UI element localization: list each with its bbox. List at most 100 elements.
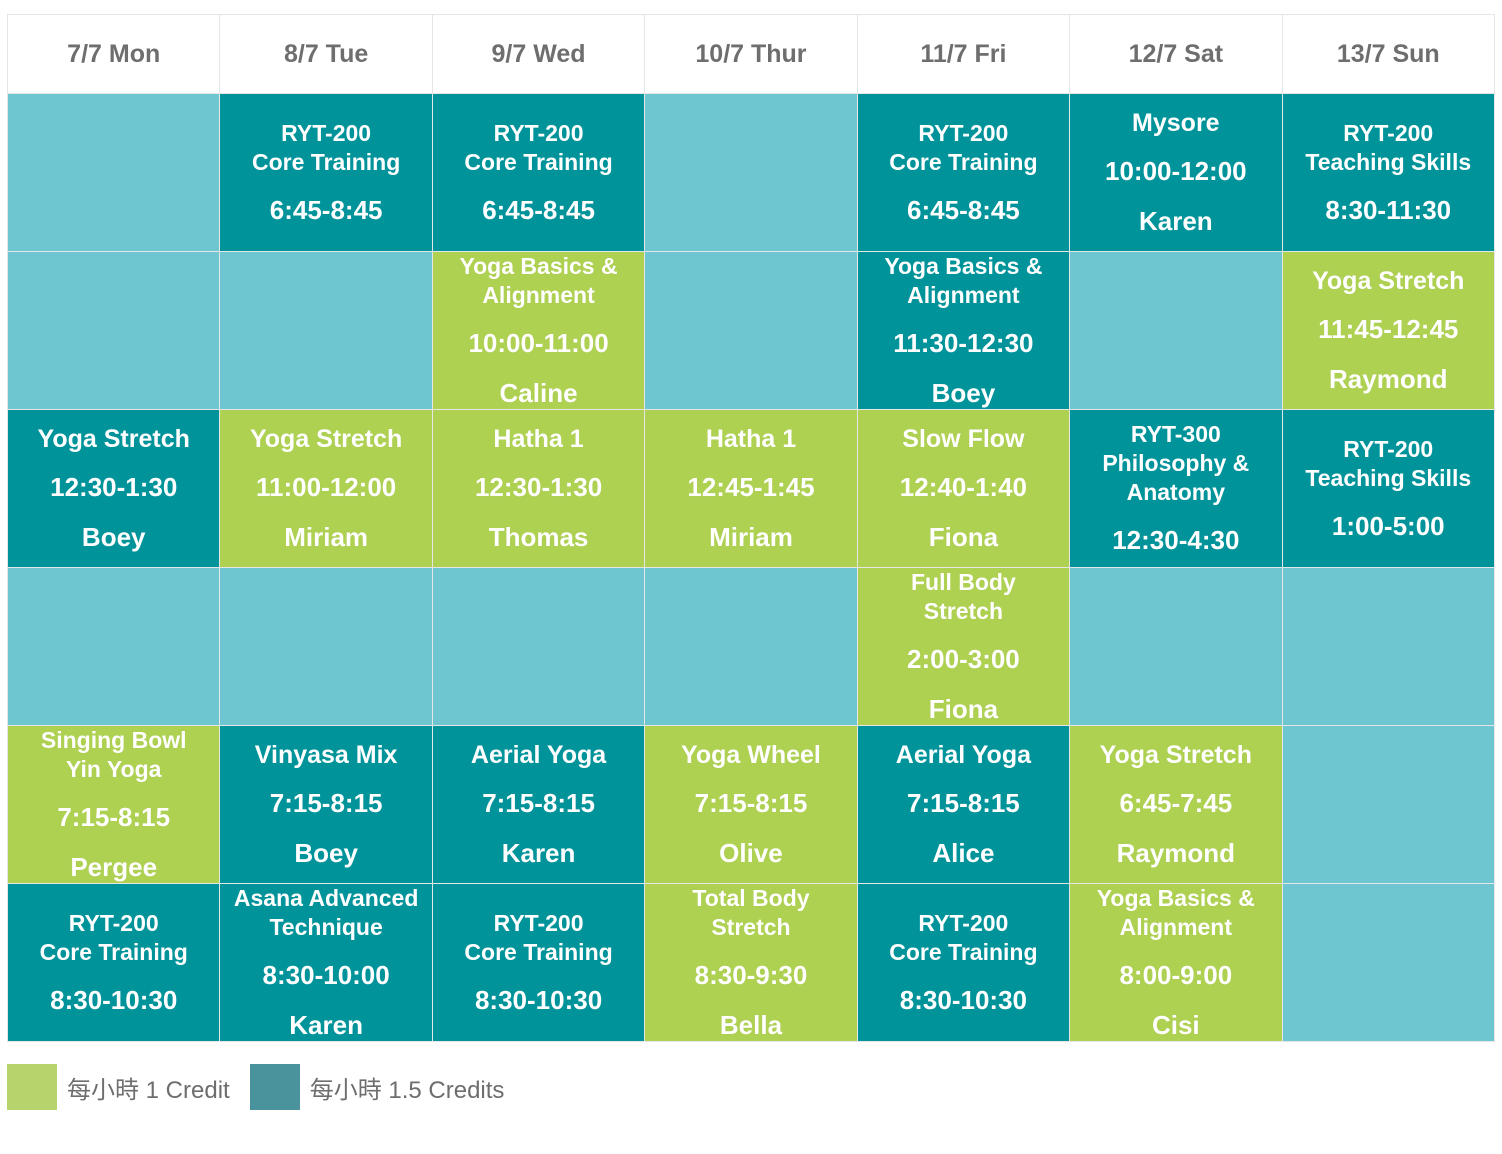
class-time: 12:30-1:30 <box>50 472 178 503</box>
class-name: Yoga Basics & Alignment <box>884 253 1043 309</box>
class-name: Singing Bowl Yin Yoga <box>40 727 187 783</box>
class-slot[interactable]: RYT-200 Core Training 8:30-10:30 <box>6 883 221 1042</box>
class-slot[interactable]: RYT-200 Core Training 6:45-8:45 <box>219 93 433 252</box>
class-time: 2:00-3:00 <box>907 644 1020 675</box>
class-name: Yoga Stretch <box>1099 741 1252 770</box>
class-slot[interactable]: Hatha 1 12:30-1:30 Thomas <box>431 409 646 568</box>
class-time: 6:45-8:45 <box>907 194 1020 225</box>
empty-slot <box>219 251 433 410</box>
time-slot-row: Yoga Basics & Alignment 10:00-11:00 Caline… <box>6 251 1496 410</box>
empty-slot <box>644 251 858 410</box>
class-teacher: Olive <box>719 837 783 868</box>
class-card: RYT-300 Philosophy & Anatomy 12:30-4:30 <box>1070 410 1281 567</box>
class-time: 6:45-7:45 <box>1119 788 1233 819</box>
class-time: 8:30-10:30 <box>899 984 1027 1015</box>
class-time: 10:00-11:00 <box>468 328 609 359</box>
class-time: 7:15-8:15 <box>694 788 808 819</box>
class-teacher: Cisi <box>1151 1009 1200 1040</box>
class-teacher: Karen <box>289 1009 363 1040</box>
class-slot[interactable]: RYT-300 Philosophy & Anatomy 12:30-4:30 <box>1069 409 1283 568</box>
day-header: 12/7 Sat <box>1069 14 1283 94</box>
class-slot[interactable]: RYT-200 Core Training 8:30-10:30 <box>856 883 1071 1042</box>
class-slot[interactable]: RYT-200 Core Training 6:45-8:45 <box>431 93 646 252</box>
class-slot[interactable]: Yoga Stretch 12:30-1:30 Boey <box>6 409 221 568</box>
class-card: Aerial Yoga 7:15-8:15 Karen <box>433 726 644 883</box>
class-name: Aerial Yoga <box>895 741 1032 770</box>
class-name: Asana Advanced Technique <box>233 885 419 941</box>
class-card: Mysore 10:00-12:00 Karen <box>1070 94 1281 251</box>
class-time: 8:30-10:30 <box>474 984 603 1015</box>
class-name: RYT-200 Core Training <box>39 909 188 965</box>
empty-slot <box>1281 567 1496 726</box>
empty-slot <box>1069 251 1283 410</box>
class-card: Total Body Stretch 8:30-9:30 Bella <box>645 884 856 1041</box>
empty-slot <box>1281 883 1496 1042</box>
class-slot[interactable]: Total Body Stretch 8:30-9:30 Bella <box>644 883 858 1042</box>
legend-swatch-teal <box>249 1064 300 1110</box>
class-name: Total Body Stretch <box>692 885 810 941</box>
class-teacher: Boey <box>294 837 358 868</box>
class-card: Slow Flow 12:40-1:40 Fiona <box>858 410 1069 567</box>
class-name: Yoga Basics & Alignment <box>1096 885 1255 941</box>
class-time: 12:30-1:30 <box>474 472 603 503</box>
class-slot[interactable]: Slow Flow 12:40-1:40 Fiona <box>856 409 1071 568</box>
class-card: Yoga Basics & Alignment 11:30-12:30 Boey <box>858 252 1069 409</box>
class-time: 8:30-11:30 <box>1325 194 1452 225</box>
class-slot[interactable]: Yoga Stretch 11:45-12:45 Raymond <box>1281 251 1496 410</box>
timetable: 7/7 Mon 8/7 Tue 9/7 Wed 10/7 Thur 11/7 Fri 12… <box>6 14 1496 1042</box>
class-card: Hatha 1 12:30-1:30 Thomas <box>433 410 644 567</box>
class-card: Yoga Stretch 11:45-12:45 Raymond <box>1283 252 1494 409</box>
class-teacher: Karen <box>501 837 576 868</box>
empty-slot <box>644 567 858 726</box>
time-slot-row: Full Body Stretch 2:00-3:00 Fiona <box>6 567 1496 726</box>
class-slot[interactable]: Yoga Basics & Alignment 8:00-9:00 Cisi <box>1069 883 1283 1042</box>
class-card: RYT-200 Core Training 6:45-8:45 <box>858 94 1069 251</box>
class-card: Yoga Wheel 7:15-8:15 Olive <box>645 726 856 883</box>
empty-slot <box>1069 567 1283 726</box>
class-slot[interactable]: Yoga Stretch 11:00-12:00 Miriam <box>219 409 433 568</box>
class-card: Aerial Yoga 7:15-8:15 Alice <box>858 726 1069 883</box>
class-name: RYT-300 Philosophy & Anatomy <box>1102 421 1250 506</box>
class-card: RYT-200 Core Training 8:30-10:30 <box>8 884 219 1041</box>
class-teacher: Alice <box>932 837 995 868</box>
class-name: RYT-200 Core Training <box>889 119 1038 175</box>
empty-slot <box>6 93 221 252</box>
class-name: Yoga Basics & Alignment <box>459 253 618 309</box>
class-slot[interactable]: Vinyasa Mix 7:15-8:15 Boey <box>219 725 433 884</box>
class-card: Yoga Basics & Alignment 10:00-11:00 Caline <box>433 252 644 409</box>
class-slot[interactable]: Mysore 10:00-12:00 Karen <box>1069 93 1283 252</box>
class-slot[interactable]: Asana Advanced Technique 8:30-10:00 Karen <box>219 883 433 1042</box>
class-slot[interactable]: Aerial Yoga 7:15-8:15 Alice <box>856 725 1071 884</box>
class-name: Mysore <box>1132 109 1220 138</box>
class-name: Yoga Stretch <box>37 425 190 454</box>
class-time: 11:30-12:30 <box>893 328 1034 359</box>
class-card: Yoga Stretch 11:00-12:00 Miriam <box>220 410 431 567</box>
class-slot[interactable]: Hatha 1 12:45-1:45 Miriam <box>644 409 858 568</box>
class-slot[interactable]: RYT-200 Core Training 6:45-8:45 <box>856 93 1071 252</box>
class-time: 12:45-1:45 <box>687 472 815 503</box>
day-header: 7/7 Mon <box>6 14 221 94</box>
class-time: 7:15-8:15 <box>907 788 1020 819</box>
class-card: Yoga Stretch 6:45-7:45 Raymond <box>1070 726 1281 883</box>
class-teacher: Caline <box>499 377 578 408</box>
class-time: 7:15-8:15 <box>269 788 383 819</box>
class-slot[interactable]: RYT-200 Core Training 8:30-10:30 <box>431 883 646 1042</box>
class-time: 7:15-8:15 <box>482 788 595 819</box>
legend-item-1-5-credits: 每小時 1.5 Credits <box>249 1064 504 1110</box>
class-slot[interactable]: Yoga Stretch 6:45-7:45 Raymond <box>1069 725 1283 884</box>
legend-item-1-credit: 每小時 1 Credit <box>7 1064 230 1110</box>
day-header: 10/7 Thur <box>644 14 858 94</box>
class-slot[interactable]: RYT-200 Teaching Skills 8:30-11:30 <box>1281 93 1496 252</box>
class-teacher: Raymond <box>1116 837 1236 868</box>
class-time: 8:00-9:00 <box>1119 960 1233 991</box>
class-name: Yoga Stretch <box>249 425 403 454</box>
class-slot[interactable]: Singing Bowl Yin Yoga 7:15-8:15 Pergee <box>6 725 221 884</box>
class-slot[interactable]: Yoga Basics & Alignment 11:30-12:30 Boey <box>856 251 1071 410</box>
class-slot[interactable]: RYT-200 Teaching Skills 1:00-5:00 <box>1281 409 1496 568</box>
class-slot[interactable]: Aerial Yoga 7:15-8:15 Karen <box>431 725 646 884</box>
class-slot[interactable]: Full Body Stretch 2:00-3:00 Fiona <box>856 567 1071 726</box>
class-slot[interactable]: Yoga Basics & Alignment 10:00-11:00 Caline <box>431 251 646 410</box>
class-name: RYT-200 Core Training <box>464 909 613 965</box>
class-name: Hatha 1 <box>705 425 797 454</box>
class-slot[interactable]: Yoga Wheel 7:15-8:15 Olive <box>644 725 858 884</box>
